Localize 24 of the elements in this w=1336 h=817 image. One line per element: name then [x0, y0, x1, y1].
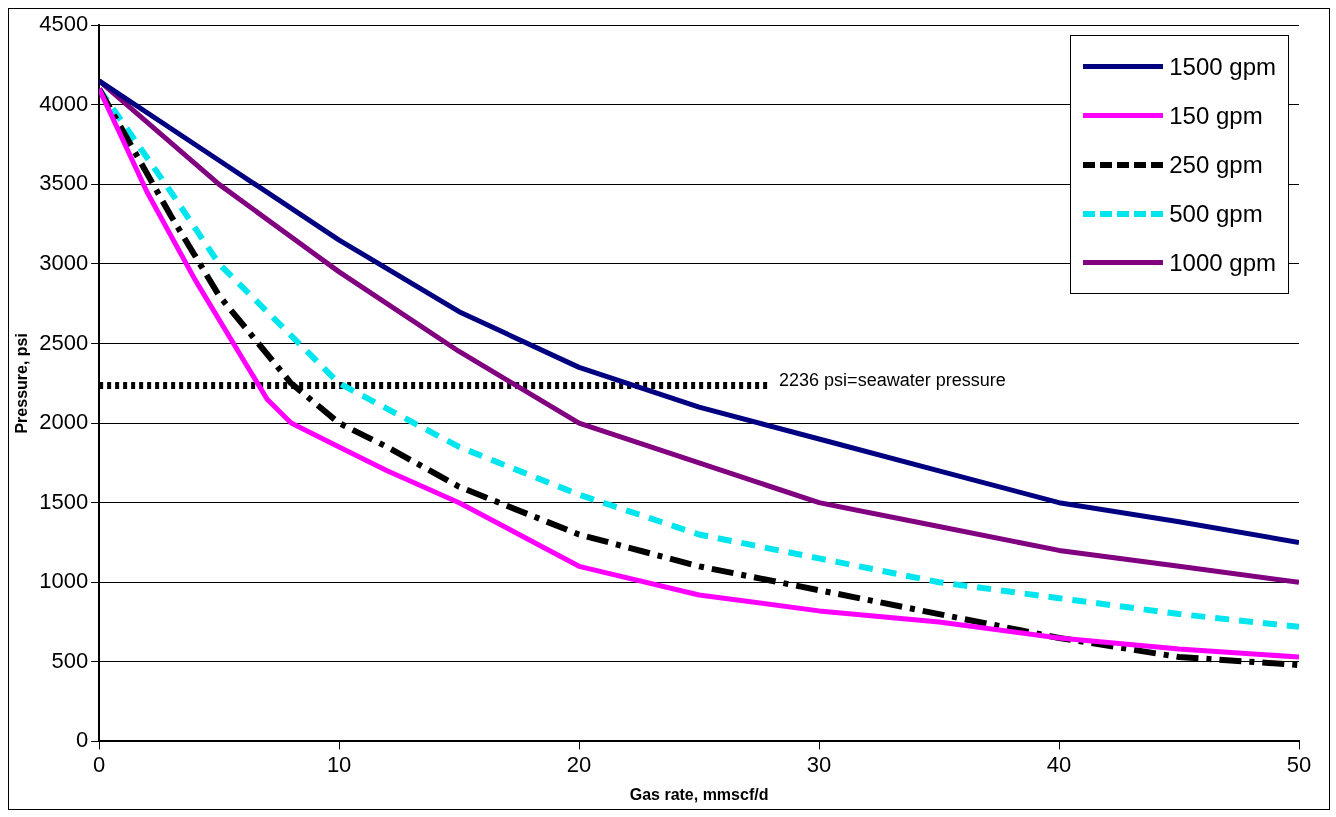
y-tick-label: 0 — [75, 727, 89, 753]
y-tick-label: 500 — [51, 647, 89, 673]
legend-label: 500 gpm — [1169, 199, 1263, 228]
y-tick-label: 2500 — [39, 329, 89, 355]
legend-label: 250 gpm — [1169, 150, 1263, 179]
annotation: 2236 psi=seawater pressure — [779, 370, 1006, 391]
x-tick-label: 50 — [1286, 751, 1312, 777]
y-tick-label: 4000 — [39, 90, 89, 116]
x-tick-label: 30 — [806, 751, 832, 777]
legend-label: 1000 gpm — [1169, 248, 1276, 277]
y-tick-label: 2000 — [39, 409, 89, 435]
y-tick-label: 1000 — [39, 568, 89, 594]
y-tick-label: 1500 — [39, 488, 89, 514]
y-tick-label: 3000 — [39, 250, 89, 275]
x-axis-title: Gas rate, mmscf/d — [629, 785, 769, 803]
x-tick-label: 0 — [93, 751, 106, 777]
x-tick-label: 20 — [566, 751, 592, 777]
legend-label: 150 gpm — [1169, 101, 1263, 130]
y-axis-title: Pressure, psi — [13, 333, 31, 434]
x-tick-label: 10 — [326, 751, 352, 777]
y-tick-label: 4500 — [39, 11, 89, 37]
legend-label: 1500 gpm — [1169, 52, 1276, 81]
y-tick-label: 3500 — [39, 170, 89, 196]
x-tick-label: 40 — [1046, 751, 1072, 777]
